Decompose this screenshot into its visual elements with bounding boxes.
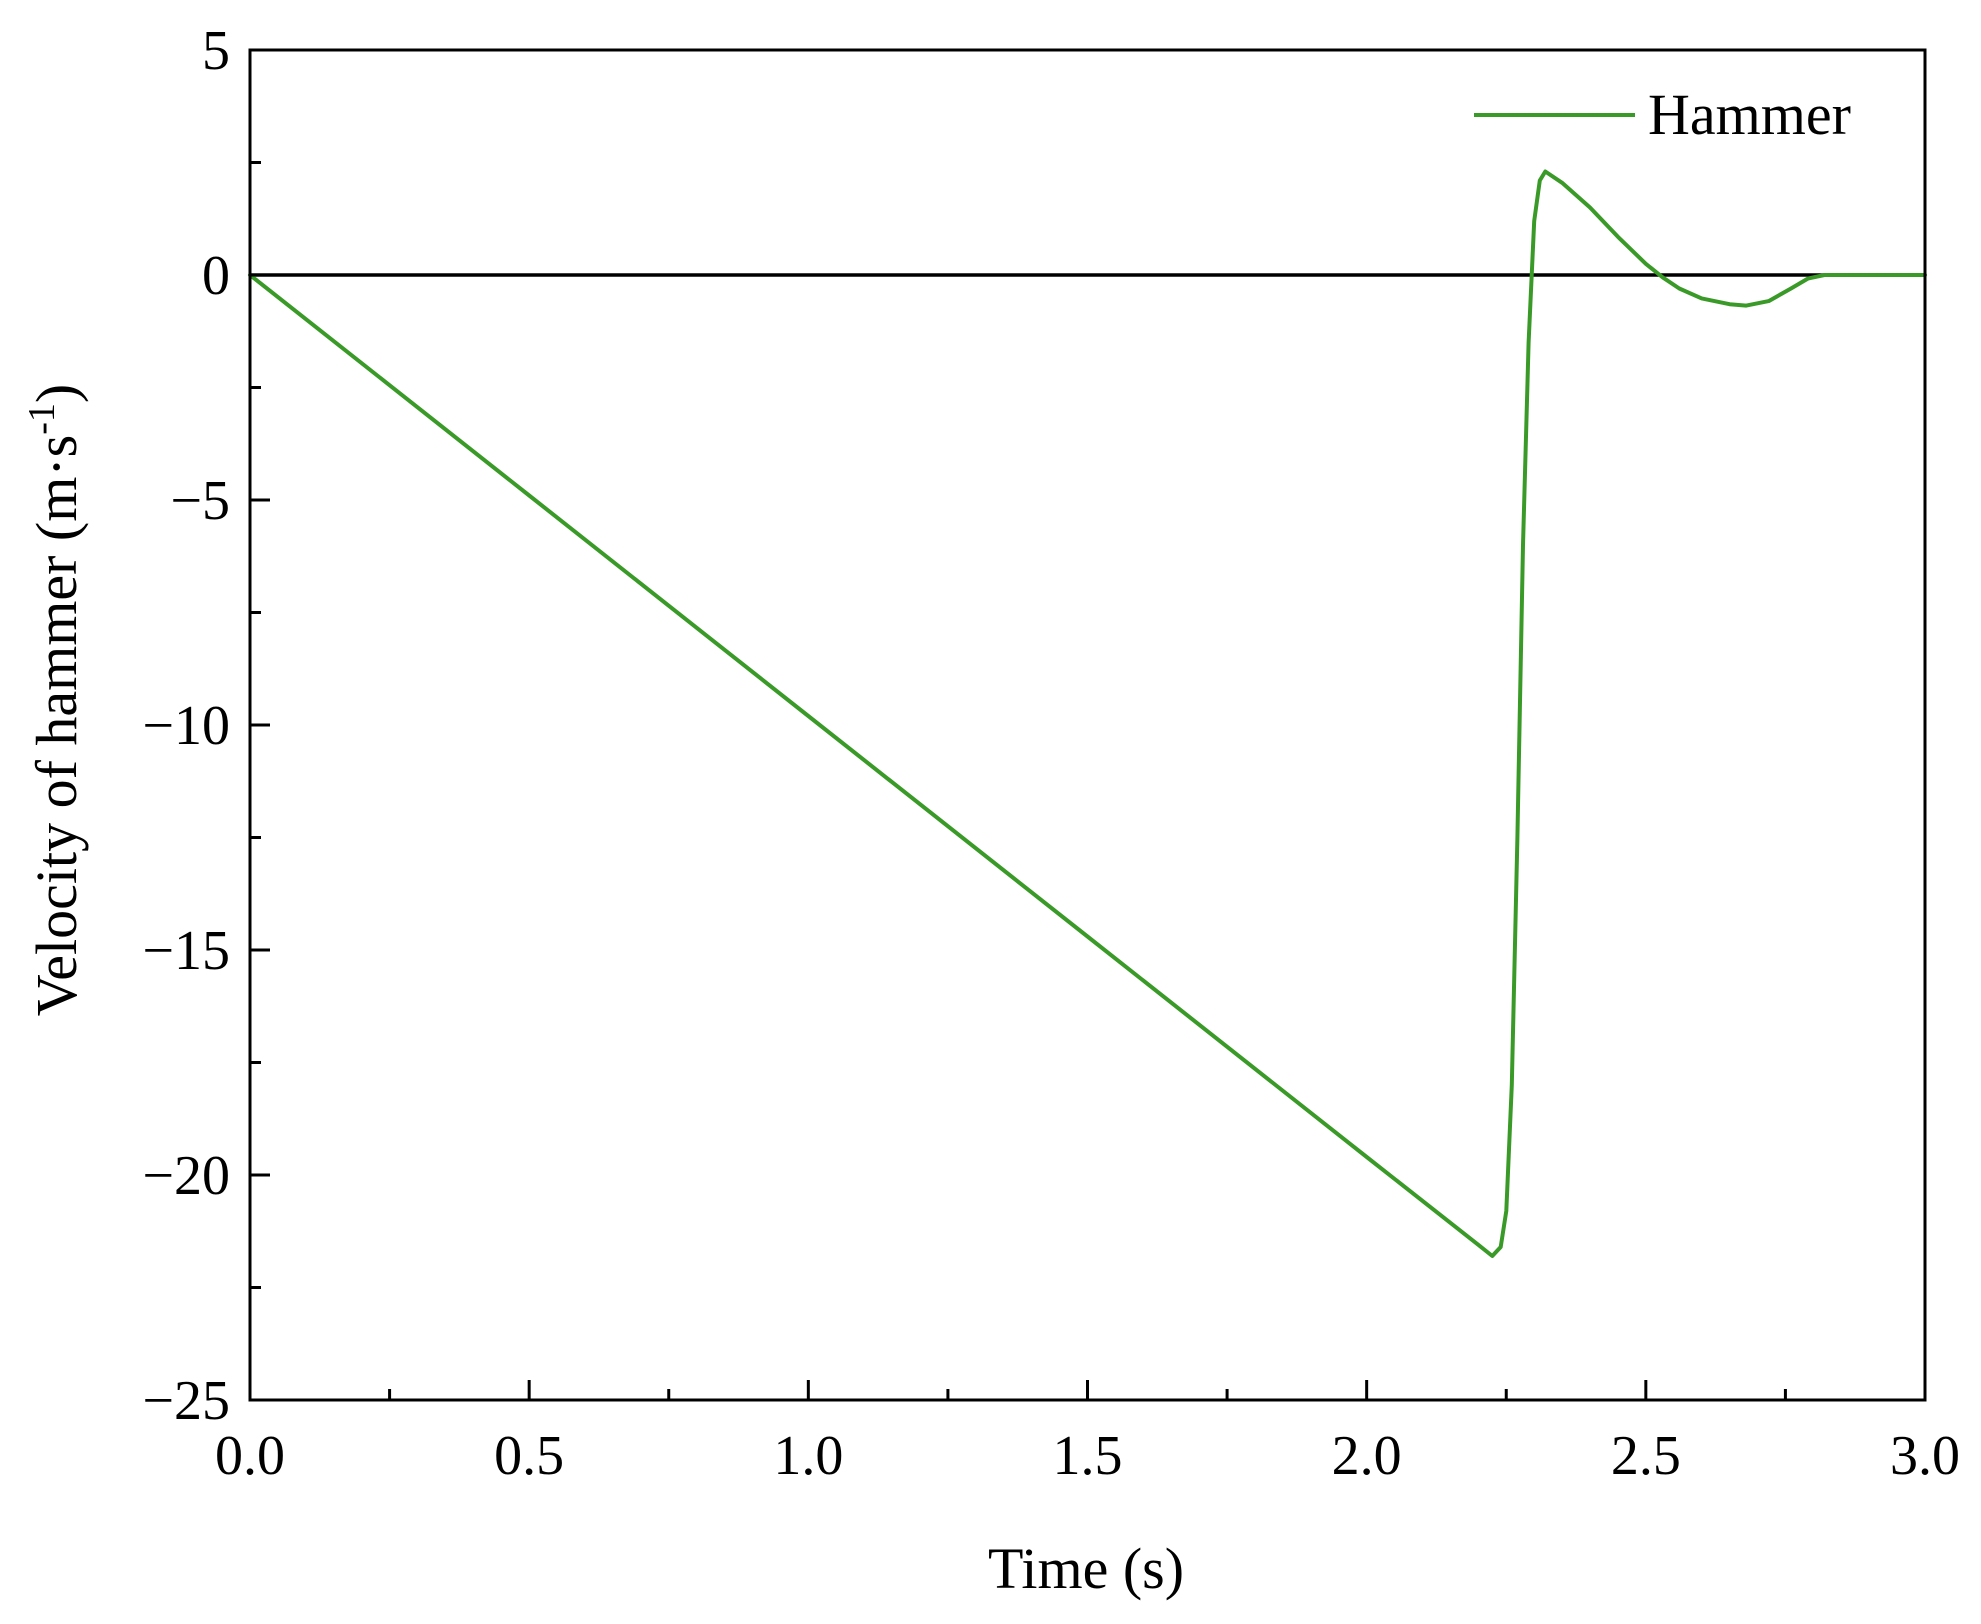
y-tick-label: −15	[142, 920, 230, 982]
plot-frame	[248, 48, 1927, 1402]
y-tick-label: 0	[202, 245, 230, 307]
legend: Hammer	[1474, 82, 1851, 147]
x-tick-label: 0.5	[494, 1425, 564, 1487]
x-axis-label: Time (s)	[988, 1536, 1184, 1601]
y-axis: Velocity of hammer (m·s-1)	[21, 384, 89, 1016]
x-axis: Time (s)	[988, 1536, 1184, 1601]
y-axis-label: Velocity of hammer (m·s-1)	[21, 384, 89, 1016]
y-tick-label: −20	[142, 1145, 230, 1207]
x-tick-label: 2.0	[1332, 1425, 1402, 1487]
x-tick-label: 0.0	[215, 1425, 285, 1487]
y-axis-label-close: )	[24, 384, 89, 403]
y-tick-label: 5	[202, 20, 230, 82]
x-tick-label: 2.5	[1611, 1425, 1681, 1487]
x-tick-label: 1.0	[773, 1425, 843, 1487]
series-line-hammer	[248, 169, 1927, 1258]
x-tick-label: 1.5	[1053, 1425, 1123, 1487]
x-tick-label: 3.0	[1890, 1425, 1960, 1487]
y-axis-label-superscript: -1	[21, 403, 63, 435]
legend-label-hammer: Hammer	[1648, 82, 1851, 147]
y-axis-label-main: Velocity of hammer (m·s	[24, 435, 89, 1016]
y-tick-label: −25	[142, 1370, 230, 1432]
y-tick-label: −5	[170, 470, 230, 532]
plot-area	[248, 48, 1927, 1402]
axis-ticks: 0.0 0.5 1.0 1.5 2.0 2.5 3.0 5 0 −5 −10 −15 −20 −25	[142, 20, 1960, 1487]
y-tick-label: −10	[142, 695, 230, 757]
